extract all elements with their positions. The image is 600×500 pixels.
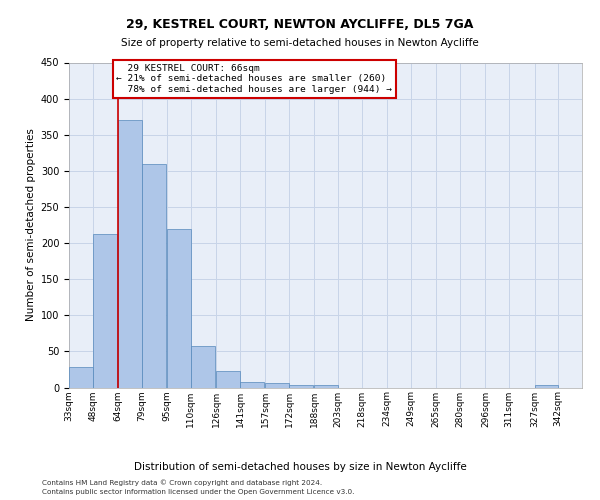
Bar: [289, 384, 313, 388]
Bar: [314, 384, 338, 388]
Text: 29, KESTREL COURT, NEWTON AYCLIFFE, DL5 7GA: 29, KESTREL COURT, NEWTON AYCLIFFE, DL5 …: [127, 18, 473, 30]
Text: Contains HM Land Registry data © Crown copyright and database right 2024.: Contains HM Land Registry data © Crown c…: [42, 479, 322, 486]
Bar: [69, 368, 93, 388]
Y-axis label: Number of semi-detached properties: Number of semi-detached properties: [26, 128, 37, 322]
Bar: [191, 346, 215, 388]
Bar: [535, 386, 558, 388]
Bar: [118, 120, 142, 388]
Text: 29 KESTREL COURT: 66sqm
← 21% of semi-detached houses are smaller (260)
  78% of: 29 KESTREL COURT: 66sqm ← 21% of semi-de…: [116, 64, 392, 94]
Bar: [216, 371, 240, 388]
Bar: [93, 234, 116, 388]
Bar: [240, 382, 264, 388]
Bar: [167, 230, 191, 388]
Bar: [265, 383, 289, 388]
Bar: [142, 164, 166, 388]
Text: Distribution of semi-detached houses by size in Newton Aycliffe: Distribution of semi-detached houses by …: [134, 462, 466, 472]
Text: Contains public sector information licensed under the Open Government Licence v3: Contains public sector information licen…: [42, 489, 355, 495]
Text: Size of property relative to semi-detached houses in Newton Aycliffe: Size of property relative to semi-detach…: [121, 38, 479, 48]
